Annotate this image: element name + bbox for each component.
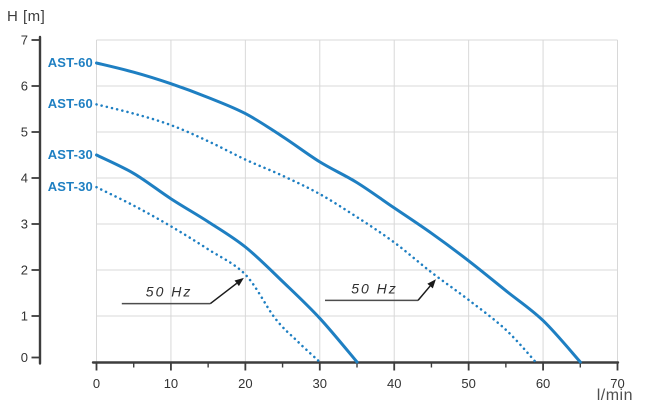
y-tick-label: 4: [21, 171, 28, 186]
annotation-arrowhead: [234, 277, 244, 287]
x-tick-label: 20: [238, 376, 252, 391]
y-tick-label: 6: [21, 79, 28, 94]
x-tick-label: 60: [536, 376, 550, 391]
y-tick-label: 7: [21, 33, 28, 48]
curve-ast60-dotted: [95, 103, 537, 364]
y-tick-label: 5: [21, 125, 28, 140]
curve-label-ast60-dotted: AST-60: [47, 96, 93, 112]
annotation-label-50hz: 50 Hz: [351, 280, 398, 296]
annotation-arrow-line: [209, 282, 238, 305]
x-tick-label: 30: [313, 376, 327, 391]
x-tick-label: 50: [461, 376, 475, 391]
x-tick-label: 70: [610, 376, 624, 391]
annotation-arrow-line: [417, 285, 431, 301]
curve-ast60-solid: [95, 61, 582, 364]
y-tick-label: 0: [21, 350, 28, 365]
x-axis-title: l/min: [596, 387, 633, 404]
curve-label-ast60-solid: AST-60: [47, 55, 93, 70]
x-tick-label: 10: [164, 376, 178, 391]
curve-ast30-dotted: [95, 185, 322, 364]
curve-ast30-solid: [95, 153, 359, 364]
x-tick-label: 40: [387, 376, 401, 391]
annotation-arrowhead: [427, 279, 436, 289]
annotation-label-50hz: 50 Hz: [146, 284, 193, 300]
curve-label-ast30-dotted: AST-30: [47, 179, 93, 195]
x-tick-label: 0: [93, 376, 100, 391]
y-tick-label: 2: [21, 263, 28, 278]
curve-label-ast30-solid: AST-30: [47, 147, 93, 162]
y-tick-label: 3: [21, 217, 28, 232]
y-axis-title: H [m]: [7, 8, 46, 25]
y-tick-label: 1: [21, 309, 28, 324]
